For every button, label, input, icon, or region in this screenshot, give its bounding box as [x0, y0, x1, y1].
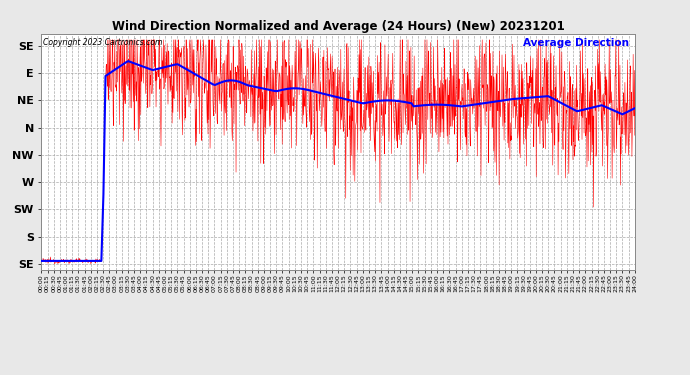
Text: Copyright 2023 Cartronics.com: Copyright 2023 Cartronics.com: [43, 39, 162, 48]
Text: Average Direction: Average Direction: [523, 39, 629, 48]
Title: Wind Direction Normalized and Average (24 Hours) (New) 20231201: Wind Direction Normalized and Average (2…: [112, 20, 564, 33]
